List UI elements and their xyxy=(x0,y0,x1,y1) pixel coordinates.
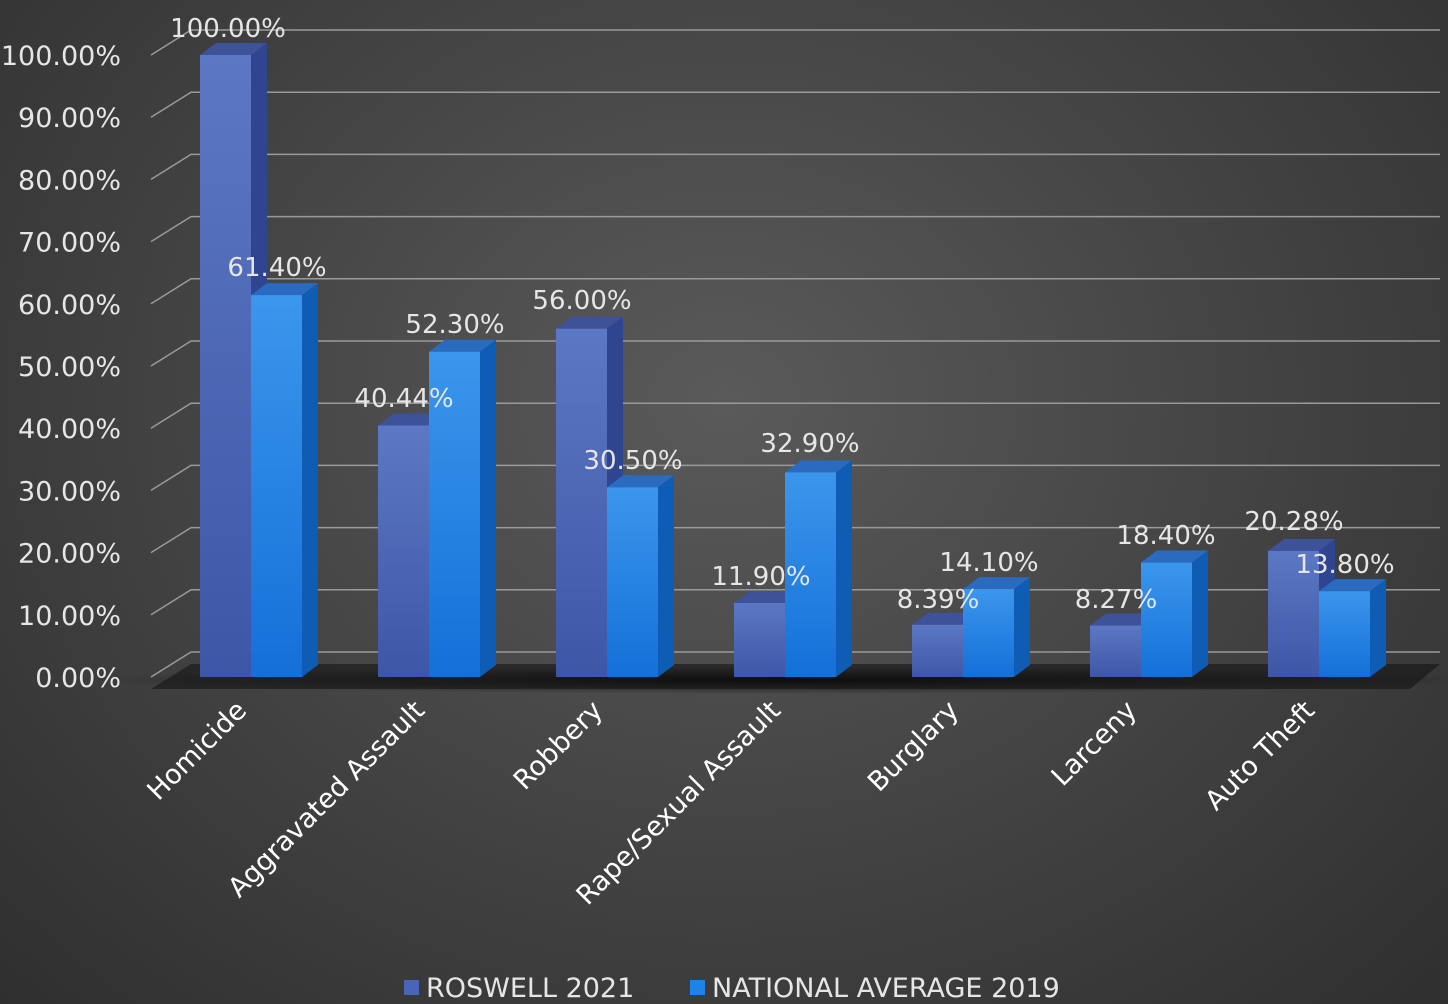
data-label: 8.39% xyxy=(897,585,980,615)
legend-swatch xyxy=(690,980,705,995)
data-label: 14.10% xyxy=(939,548,1038,578)
y-tick-label: 90.00% xyxy=(18,103,121,134)
x-tick-label: Burglary xyxy=(862,695,965,798)
x-tick-label: Larceny xyxy=(1046,695,1143,792)
bar-top xyxy=(556,316,623,329)
y-axis: 0.00% 10.00% 20.00% 30.00% 40.00% 50.00% 60.00… xyxy=(1,41,121,694)
bar-front xyxy=(912,624,963,677)
bar-front xyxy=(251,295,302,677)
bar-front xyxy=(607,487,658,677)
y-tick-label: 60.00% xyxy=(18,290,121,321)
data-label: 32.90% xyxy=(760,429,859,459)
bar-front xyxy=(963,589,1014,677)
bar-front xyxy=(1268,550,1319,677)
gridline xyxy=(150,29,1440,56)
data-label: 18.40% xyxy=(1116,521,1215,551)
bar-top xyxy=(429,339,496,352)
y-tick-label: 10.00% xyxy=(18,601,121,632)
bar-top xyxy=(963,577,1030,590)
bar-side xyxy=(302,283,318,677)
legend-item: ROSWELL 2021 xyxy=(404,973,634,1004)
x-tick-label: Robbery xyxy=(508,695,609,796)
bar-front xyxy=(1090,625,1141,677)
bar-top xyxy=(251,283,318,296)
gridline xyxy=(150,464,1440,492)
y-tick-label: 80.00% xyxy=(18,165,121,196)
y-tick-label: 100.00% xyxy=(1,41,121,72)
bar-side xyxy=(480,339,496,677)
gridline xyxy=(150,278,1440,305)
x-tick-label: Aggravated Assault xyxy=(222,695,431,904)
bar-top xyxy=(912,612,979,625)
y-tick-label: 30.00% xyxy=(18,476,121,507)
y-tick-label: 50.00% xyxy=(18,352,121,383)
data-label: 61.40% xyxy=(227,253,326,283)
bar-front xyxy=(429,351,480,677)
bar-front xyxy=(1319,591,1370,677)
bar-front xyxy=(378,425,429,677)
data-label: 52.30% xyxy=(405,310,504,340)
bar xyxy=(607,475,674,677)
y-tick-label: 0.00% xyxy=(35,663,121,694)
y-tick-label: 40.00% xyxy=(18,414,121,445)
data-label: 8.27% xyxy=(1075,585,1158,615)
gridline xyxy=(150,91,1440,118)
data-label: 11.90% xyxy=(711,562,810,592)
x-tick-label: Homicide xyxy=(141,695,253,807)
legend-label: NATIONAL AVERAGE 2019 xyxy=(712,973,1060,1004)
y-tick-label: 70.00% xyxy=(18,228,121,259)
bar-front xyxy=(1141,562,1192,677)
data-label: 13.80% xyxy=(1295,550,1394,580)
bar-top xyxy=(378,413,445,426)
gridline xyxy=(150,215,1440,243)
data-label: 40.44% xyxy=(354,384,453,414)
bar-top xyxy=(785,460,852,473)
bar-side xyxy=(1014,577,1030,677)
bar-top xyxy=(734,590,801,603)
bar-top xyxy=(200,43,267,55)
legend: ROSWELL 2021 NATIONAL AVERAGE 2019 xyxy=(404,973,1060,1004)
bar-top xyxy=(1141,550,1208,563)
bar xyxy=(429,339,496,677)
bar-top xyxy=(1319,579,1386,592)
legend-swatch xyxy=(404,980,419,995)
bar xyxy=(251,283,318,677)
bar-top xyxy=(1090,613,1157,626)
gridline xyxy=(150,526,1440,554)
x-tick-label: Rape/Sexual Assault xyxy=(571,695,787,911)
gridline xyxy=(150,153,1440,181)
gridline xyxy=(150,340,1440,367)
data-labels: 100.00% 40.44% 56.00% 11.90% 8.39% 8.27% 20.28… xyxy=(170,14,1394,615)
bar-side xyxy=(658,475,674,677)
bar-front xyxy=(556,328,607,677)
legend-item: NATIONAL AVERAGE 2019 xyxy=(690,973,1060,1004)
data-label: 56.00% xyxy=(532,286,631,316)
bars xyxy=(200,43,1386,677)
bar-top xyxy=(1268,538,1335,551)
x-tick-label: Auto Theft xyxy=(1199,695,1321,817)
bar-side xyxy=(836,460,852,677)
bar-front xyxy=(734,602,785,677)
bar-top xyxy=(607,475,674,488)
bar xyxy=(1141,550,1208,677)
bar xyxy=(378,413,445,677)
y-tick-label: 20.00% xyxy=(18,539,121,570)
bar-front xyxy=(200,55,251,677)
bar xyxy=(785,460,852,677)
data-label: 100.00% xyxy=(170,14,286,44)
data-label: 30.50% xyxy=(583,446,682,476)
bar-side xyxy=(1192,550,1208,677)
bar xyxy=(1319,579,1386,677)
bar xyxy=(963,577,1030,677)
legend-label: ROSWELL 2021 xyxy=(426,973,634,1004)
bar-front xyxy=(785,472,836,677)
gridline xyxy=(150,402,1440,429)
data-label: 20.28% xyxy=(1244,507,1343,537)
bar-side xyxy=(1370,579,1386,677)
